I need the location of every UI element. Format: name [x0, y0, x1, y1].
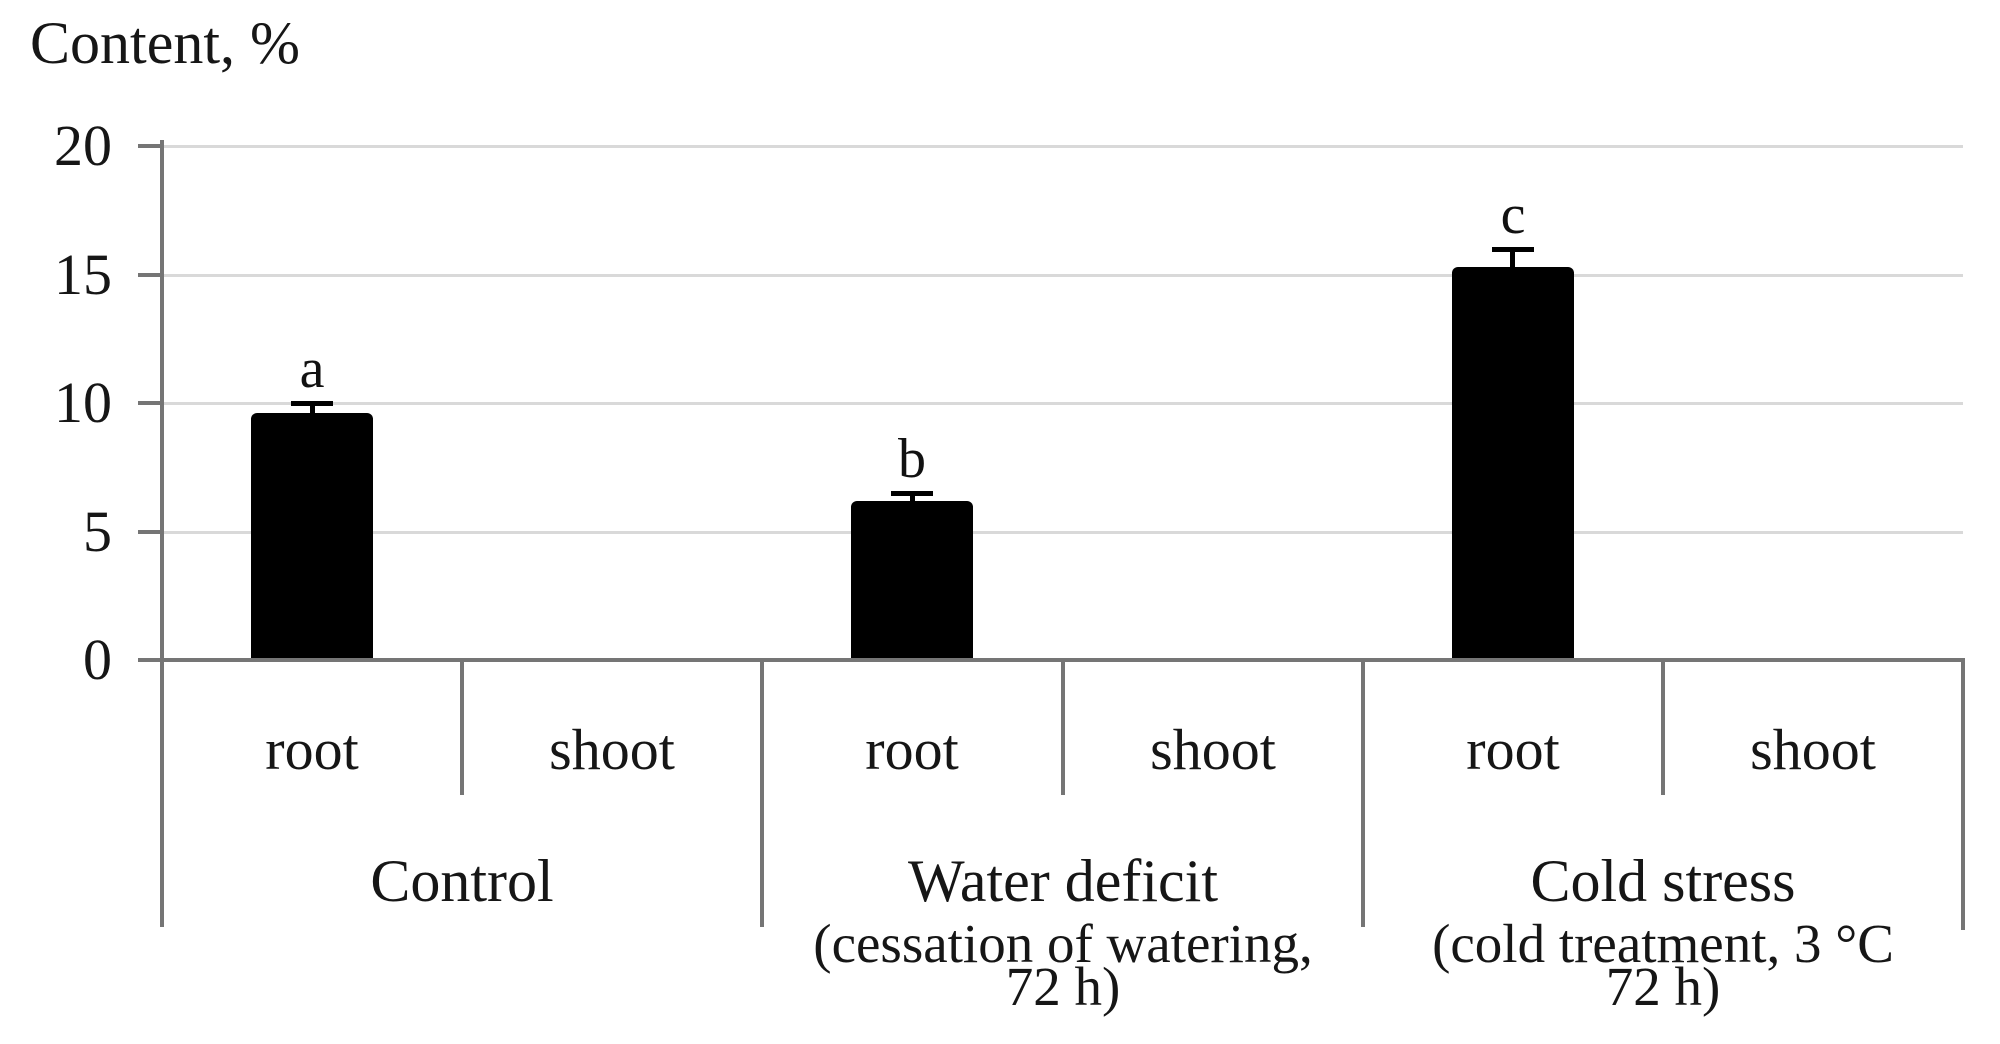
- error-bar-whisker: [1510, 249, 1515, 269]
- group-label-detail: (cold treatment, 3 °C: [1432, 913, 1894, 974]
- subcategory-divider: [1661, 660, 1665, 795]
- group-label-detail: 72 h): [1005, 956, 1121, 1017]
- bar: [251, 413, 373, 660]
- bar: [851, 501, 973, 660]
- group-label: Water deficit: [908, 848, 1218, 914]
- x-axis-line: [138, 658, 1965, 662]
- category-label: shoot: [1150, 717, 1276, 782]
- category-label: root: [865, 717, 959, 782]
- error-bar-cap: [891, 491, 933, 496]
- y-tick-label: 15: [54, 242, 112, 307]
- group-label: Control: [370, 848, 554, 914]
- group-divider: [760, 660, 764, 927]
- gridline: [162, 531, 1963, 534]
- y-tick-label: 0: [83, 627, 112, 692]
- category-label: root: [1466, 717, 1560, 782]
- y-tick-label: 5: [83, 499, 112, 564]
- error-bar-whisker: [310, 403, 315, 415]
- error-bar-cap: [1492, 247, 1534, 252]
- chart-title: Content, %: [30, 10, 300, 76]
- y-tick-label: 10: [54, 370, 112, 435]
- category-label: shoot: [1750, 717, 1876, 782]
- group-label: Cold stress: [1530, 848, 1796, 914]
- gridline: [162, 402, 1963, 405]
- axis-right-boundary: [1961, 660, 1965, 930]
- error-bar-whisker: [910, 493, 915, 503]
- group-divider: [1361, 660, 1365, 927]
- gridline: [162, 274, 1963, 277]
- category-label: shoot: [549, 717, 675, 782]
- significance-letter: a: [299, 338, 325, 400]
- group-label-detail: (cessation of watering,: [813, 913, 1313, 974]
- y-axis-tick: [138, 530, 164, 534]
- y-axis-line: [160, 140, 164, 927]
- y-axis-tick: [138, 273, 164, 277]
- category-label: root: [265, 717, 359, 782]
- group-label-detail: 72 h): [1605, 956, 1721, 1017]
- y-axis-tick: [138, 144, 164, 148]
- error-bar-cap: [291, 401, 333, 406]
- y-axis-tick: [138, 401, 164, 405]
- y-tick-label: 20: [54, 113, 112, 178]
- significance-letter: c: [1500, 184, 1526, 246]
- subcategory-divider: [1061, 660, 1065, 795]
- bar: [1452, 267, 1574, 660]
- subcategory-divider: [460, 660, 464, 795]
- gridline: [162, 145, 1963, 148]
- significance-letter: b: [898, 428, 926, 490]
